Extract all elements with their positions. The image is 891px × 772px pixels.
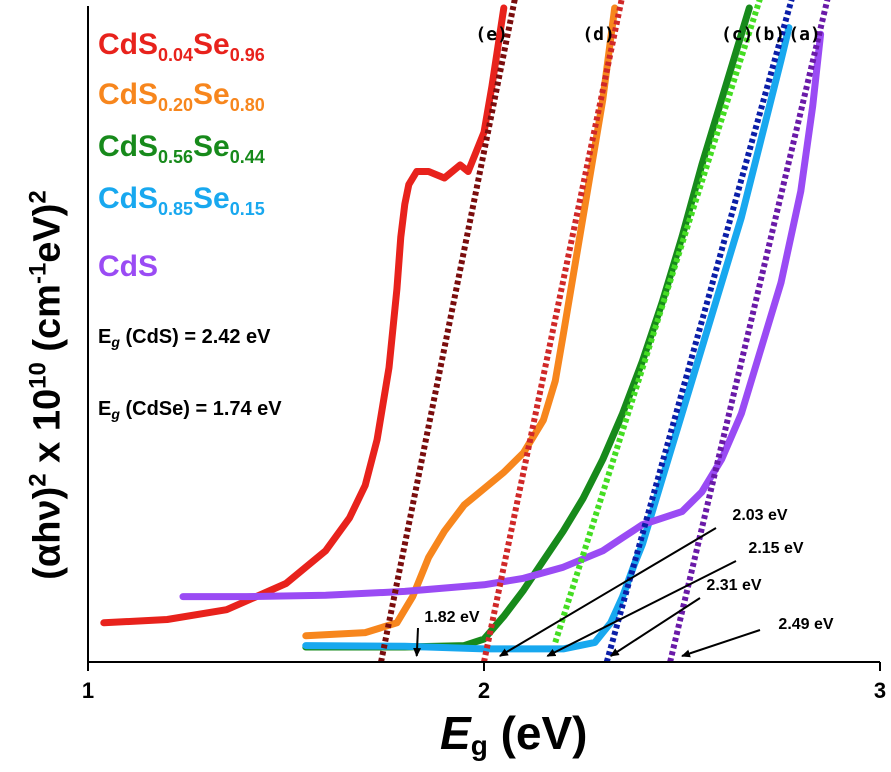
fit-line-a bbox=[667, 0, 831, 663]
fit-layer bbox=[378, 0, 831, 663]
legend-compound: CdS bbox=[98, 130, 158, 163]
fit-tag-a: (a) bbox=[788, 24, 821, 45]
note-text: E bbox=[98, 326, 112, 348]
intercept-label-c: 2.15 eV bbox=[748, 540, 803, 557]
note-sub: g bbox=[111, 406, 120, 422]
intercept-arrow-b bbox=[609, 597, 701, 657]
fit-tag-e: (e) bbox=[475, 24, 508, 45]
legend-compound: CdS bbox=[98, 182, 158, 215]
fit-line-d bbox=[481, 0, 625, 663]
series-line-c bbox=[302, 4, 753, 651]
legend-sub: 0.44 bbox=[229, 147, 265, 167]
legend-item-b: CdS0.85Se0.15 bbox=[98, 182, 265, 220]
intercept-label-b: 2.31 eV bbox=[706, 577, 761, 594]
fit-tag-d: (d) bbox=[582, 24, 615, 45]
series-line-e bbox=[100, 4, 508, 627]
fit-tag-c: (c) bbox=[721, 24, 754, 45]
intercept-arrow-a bbox=[681, 629, 761, 658]
legend-sub: 0.80 bbox=[229, 95, 265, 115]
note-text: (CdS) = 2.42 eV bbox=[119, 326, 271, 348]
legend-compound: Se bbox=[193, 28, 230, 61]
intercept-label-a: 2.49 eV bbox=[778, 616, 833, 633]
y-axis-label: (αhν)2 x 1010 (cm-1eV)2 bbox=[24, 190, 69, 580]
legend-sub: 0.85 bbox=[158, 199, 194, 219]
legend-sub: 0.04 bbox=[158, 45, 194, 65]
legend-sub: 0.56 bbox=[158, 147, 194, 167]
fit-line-b bbox=[603, 0, 795, 663]
legend-compound: CdS bbox=[98, 78, 158, 111]
legend-compound: CdS bbox=[98, 28, 158, 61]
intercept-arrow-d bbox=[499, 527, 717, 657]
x-tick-label-3: 3 bbox=[874, 678, 886, 703]
legend-compound: Se bbox=[193, 182, 230, 215]
note-sub: g bbox=[111, 334, 120, 350]
note-text: E bbox=[98, 398, 112, 420]
intercept-arrow-e bbox=[413, 627, 422, 657]
fit-line-c bbox=[552, 0, 763, 644]
intercept-arrow-c bbox=[546, 560, 737, 657]
annotation-layer: (e) (d) (c) (b) (a) 1.82 eV 2.03 eV 2.15 eV 2.31… bbox=[413, 24, 834, 658]
fit-tag-b: (b) bbox=[753, 24, 786, 45]
bandgap-note: Eg (CdS) = 2.42 eV bbox=[98, 326, 271, 350]
legend-item-a: CdS bbox=[98, 250, 158, 284]
intercept-label-e: 1.82 eV bbox=[424, 609, 479, 626]
legend-sub: 0.15 bbox=[229, 199, 265, 219]
legend-compound: Se bbox=[193, 130, 230, 163]
legend-item-c: CdS0.56Se0.44 bbox=[98, 130, 265, 168]
legend-item-d: CdS0.20Se0.80 bbox=[98, 78, 265, 116]
note-text: (CdSe) = 1.74 eV bbox=[119, 398, 282, 420]
legend-compound: Se bbox=[193, 78, 230, 111]
legend-item-e: CdS0.04Se0.96 bbox=[98, 28, 265, 66]
x-tick-label-2: 2 bbox=[478, 678, 490, 703]
axes-layer: 1 2 3 bbox=[82, 6, 886, 703]
legend-sub: 0.20 bbox=[158, 95, 194, 115]
x-axis-label: Eg (eV) bbox=[440, 707, 588, 761]
legend-sub: 0.96 bbox=[229, 45, 265, 65]
x-tick-label-1: 1 bbox=[82, 678, 94, 703]
series-line-d bbox=[302, 4, 619, 640]
fit-line-e bbox=[378, 0, 518, 663]
series-line-a bbox=[179, 30, 825, 601]
intercept-label-d: 2.03 eV bbox=[732, 507, 787, 524]
bandgap-note: Eg (CdSe) = 1.74 eV bbox=[98, 398, 282, 422]
legend-compound: CdS bbox=[98, 250, 158, 283]
